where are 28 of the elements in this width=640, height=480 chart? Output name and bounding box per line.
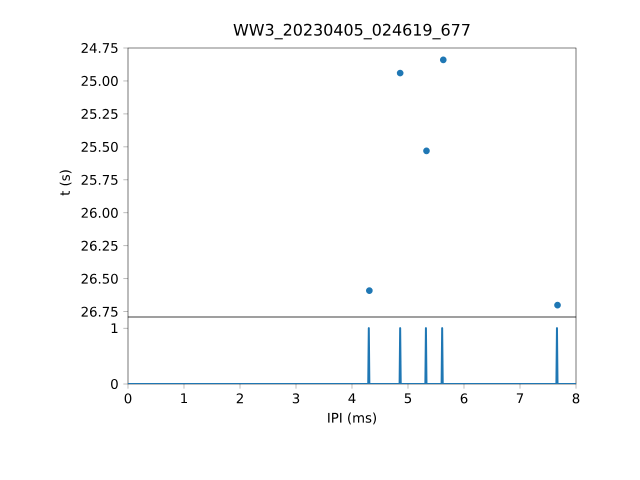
y-tick-label: 1	[112, 323, 118, 334]
x-tick-label: 8	[572, 393, 580, 404]
point	[440, 56, 447, 64]
x-tick-label: 4	[348, 393, 356, 404]
x-tick-label: 3	[292, 393, 300, 404]
x-tick-label: 2	[236, 393, 243, 404]
x-tick-label: 7	[516, 393, 524, 404]
y-tick-label: 26.75	[82, 306, 118, 317]
x-tick-label: 6	[460, 393, 468, 404]
point	[396, 70, 404, 76]
y-tick-label: 24.75	[82, 42, 118, 54]
chart-title: WW3_20230405_024619_677	[234, 24, 470, 40]
x-tick-label: 0	[124, 393, 132, 404]
point	[366, 287, 373, 294]
y-tick-label: 26.50	[82, 274, 118, 284]
point	[423, 148, 430, 154]
x-tick-label: 5	[404, 393, 412, 404]
x-axis-title: IPI (ms)	[328, 412, 376, 424]
y-tick-label: 25.75	[82, 174, 118, 185]
x-tick-label: 1	[181, 393, 188, 404]
y-tick-label: 25.50	[82, 142, 118, 152]
y-axis-title: t (s)	[60, 170, 72, 196]
y-tick-label: 25.00	[82, 76, 118, 86]
y-tick-label: 26.25	[82, 240, 118, 251]
y-tick-label: 0	[111, 378, 118, 390]
y-tick-label: 26.00	[82, 208, 118, 218]
y-tick-label: 25.25	[82, 108, 118, 119]
point	[554, 302, 561, 308]
